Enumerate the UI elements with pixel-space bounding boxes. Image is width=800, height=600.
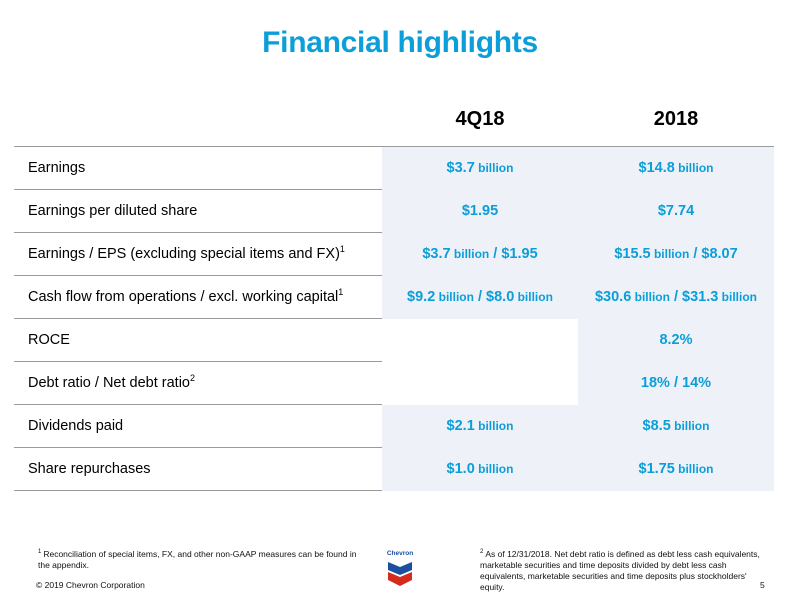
- cell-value: $1.0: [446, 461, 475, 477]
- footnote-ref: 1: [338, 287, 344, 298]
- cell-2018: $8.5 billion: [578, 405, 774, 448]
- row-label-text: Earnings / EPS (excluding special items …: [28, 246, 340, 262]
- cell-unit: billion: [474, 419, 514, 433]
- table-row: Earnings per diluted share $1.95 $7.74: [14, 190, 774, 233]
- cell-value: $1.75: [638, 461, 675, 477]
- cell-4q18: $1.0 billion: [382, 448, 578, 491]
- cell-unit: billion: [474, 161, 514, 175]
- cell-unit: billion: [650, 247, 690, 261]
- table-row: ROCE 8.2%: [14, 319, 774, 362]
- cell-unit: billion: [718, 290, 757, 304]
- table-row: Cash flow from operations / excl. workin…: [14, 276, 774, 319]
- row-label: Share repurchases: [28, 448, 151, 491]
- footnote-2-text: As of 12/31/2018. Net debt ratio is defi…: [480, 549, 760, 592]
- footnote-ref: 1: [339, 244, 345, 255]
- row-label-text: Share repurchases: [28, 461, 151, 477]
- cell-2018: 8.2%: [578, 319, 774, 362]
- cell-4q18: $1.95: [382, 190, 578, 233]
- cell-unit: billion: [474, 462, 514, 476]
- cell-value: / $8.07: [689, 246, 738, 262]
- cell-value: $9.2: [407, 289, 436, 305]
- cell-value: $1.95: [461, 203, 499, 219]
- cell-unit: billion: [435, 290, 474, 304]
- chevron-emblem-icon: [388, 562, 412, 586]
- cell-2018: $15.5 billion / $8.07: [578, 233, 774, 276]
- cell-value: $30.6: [594, 289, 632, 305]
- cell-unit: billion: [674, 161, 714, 175]
- table-row: Earnings / EPS (excluding special items …: [14, 233, 774, 276]
- chevron-logo: Chevron: [380, 550, 420, 592]
- cell-unit: billion: [450, 247, 490, 261]
- column-header-2018: 2018: [653, 108, 699, 130]
- cell-4q18: $3.7 billion: [382, 147, 578, 190]
- footnote-2: 2 As of 12/31/2018. Net debt ratio is def…: [480, 549, 770, 593]
- cell-4q18: [382, 319, 578, 362]
- row-label: Cash flow from operations / excl. workin…: [28, 276, 343, 319]
- cell-unit: billion: [670, 419, 710, 433]
- row-label: Debt ratio / Net debt ratio2: [28, 362, 195, 405]
- cell-value: $2.1: [446, 418, 475, 434]
- cell-4q18: $3.7 billion / $1.95: [382, 233, 578, 276]
- row-label-text: Earnings: [28, 160, 86, 176]
- cell-value: / $31.3: [669, 289, 719, 305]
- row-label: Earnings: [28, 147, 85, 190]
- cell-unit: billion: [514, 290, 553, 304]
- cell-value: $3.7: [422, 246, 451, 262]
- page-title: Financial highlights: [262, 26, 538, 59]
- cell-value: $14.8: [638, 160, 675, 176]
- footnote-1-text: Reconciliation of special items, FX, and…: [38, 549, 357, 570]
- footnote-1-mark: 1: [38, 549, 42, 556]
- cell-4q18: [382, 362, 578, 405]
- table-row: Earnings $3.7 billion $14.8 billion: [14, 147, 774, 190]
- cell-value: $7.74: [657, 203, 695, 219]
- cell-2018: $1.75 billion: [578, 448, 774, 491]
- cell-value: 8.2%: [659, 332, 693, 348]
- cell-2018: $30.6 billion / $31.3 billion: [578, 276, 774, 319]
- row-label: Dividends paid: [28, 405, 123, 448]
- cell-value: $15.5: [614, 246, 651, 262]
- row-label-text: Cash flow from operations / excl. workin…: [28, 289, 339, 305]
- cell-value: / $1.95: [489, 246, 538, 262]
- page-number: 5: [760, 580, 765, 590]
- cell-4q18: $9.2 billion / $8.0 billion: [382, 276, 578, 319]
- footnote-1: 1 Reconciliation of special items, FX, an…: [38, 549, 358, 571]
- financial-table: Earnings $3.7 billion $14.8 billion Earning…: [14, 146, 774, 491]
- copyright: © 2019 Chevron Corporation: [36, 580, 145, 590]
- cell-value: 18% / 14%: [640, 375, 712, 391]
- column-header-4q18: 4Q18: [455, 108, 505, 130]
- table-row: Debt ratio / Net debt ratio2 18% / 14%: [14, 362, 774, 405]
- cell-unit: billion: [631, 290, 670, 304]
- cell-value: $3.7: [446, 160, 475, 176]
- table-row: Dividends paid $2.1 billion $8.5 billion: [14, 405, 774, 448]
- cell-2018: 18% / 14%: [578, 362, 774, 405]
- row-label: ROCE: [28, 319, 70, 362]
- row-label-text: ROCE: [28, 332, 70, 348]
- cell-unit: billion: [674, 462, 714, 476]
- footnote-ref: 2: [190, 373, 196, 384]
- cell-value: $8.5: [642, 418, 671, 434]
- cell-2018: $14.8 billion: [578, 147, 774, 190]
- cell-2018: $7.74: [578, 190, 774, 233]
- row-label-text: Dividends paid: [28, 418, 124, 434]
- row-label-text: Earnings per diluted share: [28, 203, 198, 219]
- row-label: Earnings per diluted share: [28, 190, 197, 233]
- table-row: Share repurchases $1.0 billion $1.75 billi…: [14, 448, 774, 491]
- cell-value: / $8.0: [473, 289, 515, 305]
- cell-4q18: $2.1 billion: [382, 405, 578, 448]
- footnote-2-mark: 2: [480, 549, 484, 556]
- row-label: Earnings / EPS (excluding special items …: [28, 233, 345, 276]
- row-label-text: Debt ratio / Net debt ratio: [28, 375, 190, 391]
- logo-wordmark: Chevron: [386, 550, 414, 557]
